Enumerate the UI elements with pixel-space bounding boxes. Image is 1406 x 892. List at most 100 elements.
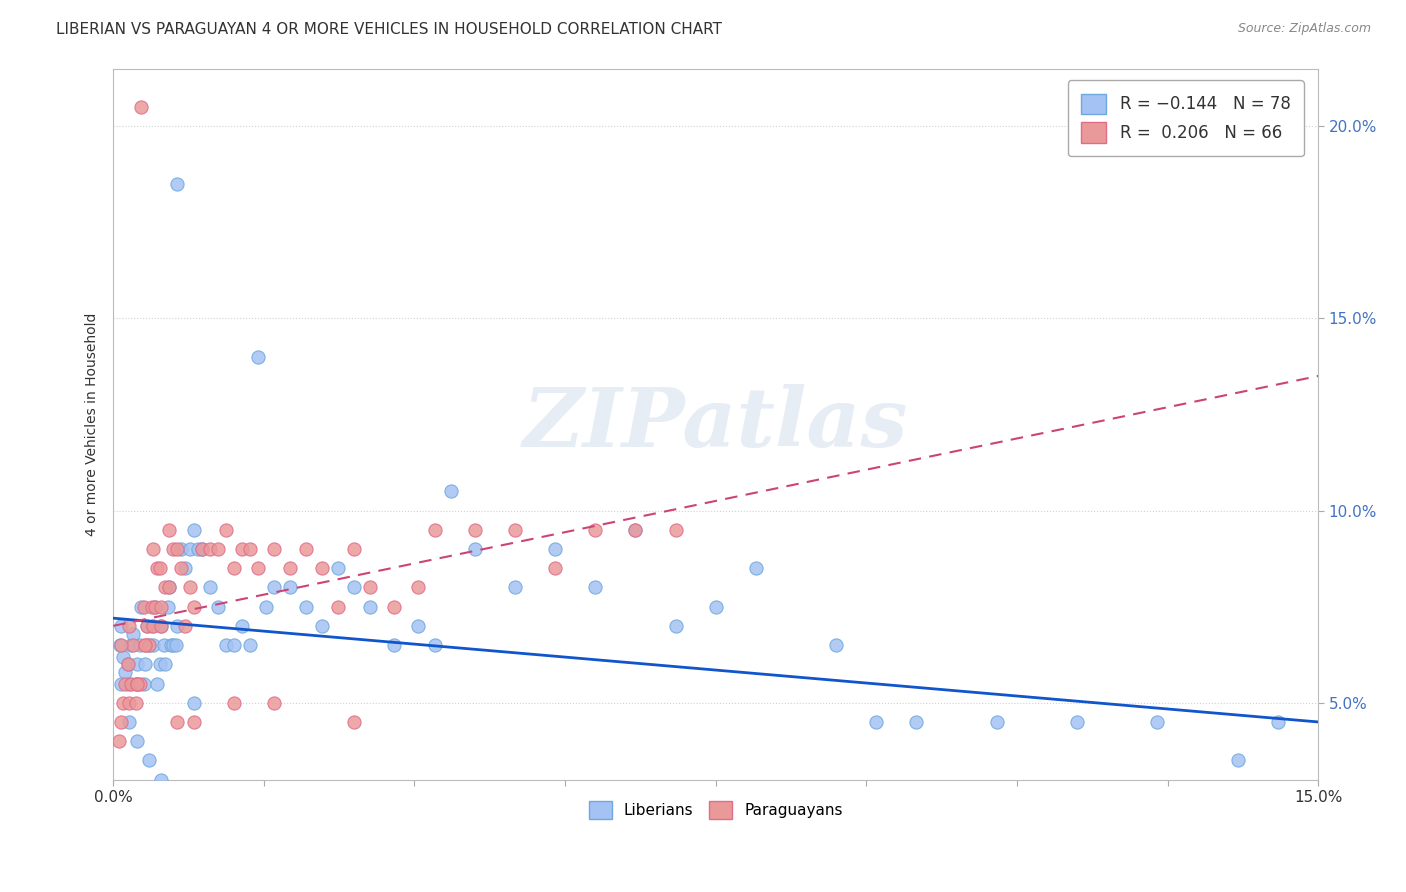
- Point: [125, 696, 148, 710]
- Point: [263, 541, 285, 556]
- Point: [165, 638, 187, 652]
- Point: [359, 581, 381, 595]
- Point: [745, 561, 768, 575]
- Point: [183, 696, 205, 710]
- Point: [141, 599, 163, 614]
- Point: [905, 714, 928, 729]
- Point: [359, 599, 381, 614]
- Point: [439, 484, 461, 499]
- Point: [183, 714, 205, 729]
- Point: [120, 676, 142, 690]
- Point: [131, 599, 153, 614]
- Point: [132, 599, 155, 614]
- Point: [246, 561, 269, 575]
- Point: [222, 696, 245, 710]
- Text: Source: ZipAtlas.com: Source: ZipAtlas.com: [1237, 22, 1371, 36]
- Point: [150, 772, 173, 787]
- Point: [132, 676, 155, 690]
- Point: [134, 638, 156, 652]
- Point: [110, 619, 132, 633]
- Point: [131, 100, 153, 114]
- Point: [110, 676, 132, 690]
- Point: [162, 541, 184, 556]
- Point: [239, 541, 262, 556]
- Point: [111, 696, 134, 710]
- Point: [122, 626, 145, 640]
- Text: LIBERIAN VS PARAGUAYAN 4 OR MORE VEHICLES IN HOUSEHOLD CORRELATION CHART: LIBERIAN VS PARAGUAYAN 4 OR MORE VEHICLE…: [56, 22, 723, 37]
- Point: [382, 638, 405, 652]
- Point: [503, 581, 526, 595]
- Point: [1146, 714, 1168, 729]
- Point: [825, 638, 848, 652]
- Point: [624, 523, 647, 537]
- Point: [179, 581, 201, 595]
- Point: [118, 676, 141, 690]
- Point: [166, 177, 188, 191]
- Point: [278, 561, 301, 575]
- Point: [170, 561, 193, 575]
- Legend: Liberians, Paraguayans: Liberians, Paraguayans: [582, 795, 849, 825]
- Point: [157, 523, 180, 537]
- Y-axis label: 4 or more Vehicles in Household: 4 or more Vehicles in Household: [86, 312, 100, 536]
- Point: [149, 657, 172, 672]
- Point: [295, 599, 318, 614]
- Point: [664, 619, 686, 633]
- Point: [156, 599, 179, 614]
- Point: [382, 599, 405, 614]
- Point: [122, 638, 145, 652]
- Point: [152, 638, 174, 652]
- Point: [544, 561, 567, 575]
- Point: [117, 657, 139, 672]
- Point: [127, 734, 149, 748]
- Point: [128, 676, 150, 690]
- Point: [136, 619, 159, 633]
- Point: [624, 523, 647, 537]
- Point: [1267, 714, 1289, 729]
- Point: [138, 638, 160, 652]
- Point: [127, 657, 149, 672]
- Point: [166, 714, 188, 729]
- Point: [174, 619, 197, 633]
- Point: [295, 541, 318, 556]
- Point: [231, 541, 253, 556]
- Point: [207, 599, 229, 614]
- Point: [114, 676, 136, 690]
- Point: [118, 696, 141, 710]
- Point: [143, 599, 166, 614]
- Point: [986, 714, 1008, 729]
- Point: [150, 599, 173, 614]
- Point: [170, 541, 193, 556]
- Point: [157, 581, 180, 595]
- Point: [134, 657, 156, 672]
- Point: [326, 599, 349, 614]
- Point: [127, 676, 149, 690]
- Point: [311, 619, 333, 633]
- Point: [186, 541, 208, 556]
- Point: [138, 753, 160, 767]
- Point: [118, 619, 141, 633]
- Point: [108, 638, 131, 652]
- Point: [408, 581, 430, 595]
- Point: [222, 638, 245, 652]
- Point: [1066, 714, 1088, 729]
- Point: [127, 676, 149, 690]
- Point: [544, 541, 567, 556]
- Point: [263, 581, 285, 595]
- Point: [146, 561, 169, 575]
- Point: [343, 714, 366, 729]
- Point: [254, 599, 277, 614]
- Point: [155, 581, 177, 595]
- Point: [231, 619, 253, 633]
- Point: [111, 649, 134, 664]
- Point: [408, 619, 430, 633]
- Point: [239, 638, 262, 652]
- Point: [343, 541, 366, 556]
- Point: [183, 523, 205, 537]
- Point: [143, 599, 166, 614]
- Point: [114, 665, 136, 679]
- Point: [174, 561, 197, 575]
- Point: [503, 523, 526, 537]
- Point: [198, 541, 221, 556]
- Point: [214, 523, 236, 537]
- Point: [704, 599, 727, 614]
